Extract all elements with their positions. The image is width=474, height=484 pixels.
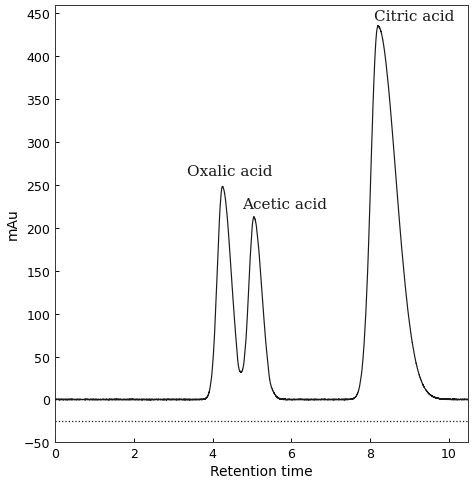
Text: Citric acid: Citric acid bbox=[374, 11, 455, 24]
Text: Acetic acid: Acetic acid bbox=[242, 197, 327, 211]
Text: Oxalic acid: Oxalic acid bbox=[187, 165, 273, 179]
Y-axis label: mAu: mAu bbox=[6, 208, 19, 240]
X-axis label: Retention time: Retention time bbox=[210, 465, 313, 479]
